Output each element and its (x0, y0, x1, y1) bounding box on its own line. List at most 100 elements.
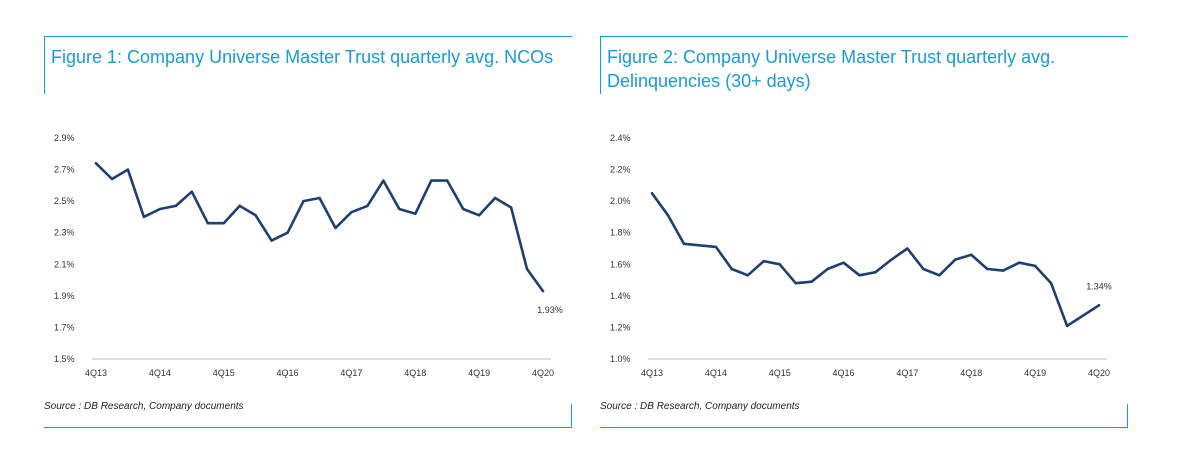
x-tick-label: 4Q17 (896, 368, 918, 378)
y-tick-label: 1.4% (610, 291, 631, 301)
data-point (174, 204, 178, 208)
data-point (890, 258, 893, 261)
x-tick-label: 4Q18 (404, 368, 426, 378)
figure-2-title: Figure 2: Company Universe Master Trust … (607, 47, 1056, 91)
data-point (477, 214, 481, 217)
data-point (986, 267, 989, 271)
data-point (430, 179, 433, 182)
data-point (1097, 304, 1101, 307)
y-tick-label: 1.5% (54, 354, 75, 364)
data-point (94, 162, 98, 165)
figure-1-source: Source : DB Research, Company documents (44, 401, 244, 412)
data-point (334, 226, 337, 230)
data-point (778, 263, 781, 266)
data-point (762, 259, 765, 263)
data-point (1049, 282, 1053, 285)
data-point (318, 196, 321, 200)
y-tick-label: 2.1% (54, 259, 75, 269)
data-point (509, 206, 513, 209)
data-point (222, 222, 225, 225)
data-label: 1.34% (1086, 281, 1112, 291)
figure-2-panel: Figure 2: Company Universe Master Trust … (600, 36, 1128, 428)
x-tick-label: 4Q16 (277, 368, 299, 378)
data-point (254, 214, 257, 217)
figure-2-line-chart: 1.0% 1.2% 1.4% 1.6% 1.8% 2.0% 2.2% 2.4% 4Q13 4Q14… (610, 133, 1112, 378)
x-tick-label: 4Q13 (641, 368, 663, 378)
data-point (286, 231, 289, 234)
data-point (110, 177, 114, 181)
y-tick-label: 1.7% (54, 322, 75, 332)
x-tick-label: 4Q19 (1024, 368, 1046, 378)
data-point (922, 267, 925, 271)
y-tick-label: 2.7% (54, 165, 75, 175)
data-point (1033, 264, 1037, 268)
data-point (730, 267, 734, 271)
panel-top-rule (44, 36, 572, 37)
data-point (142, 215, 146, 219)
y-tick-label: 2.2% (610, 165, 631, 175)
data-point (874, 270, 877, 274)
y-tick-label: 1.0% (610, 354, 631, 364)
data-point (938, 274, 941, 277)
data-point (190, 190, 193, 193)
data-point (954, 258, 957, 261)
figure-1-title: Figure 1: Company Universe Master Trust … (51, 47, 554, 67)
panel-left-rule (44, 36, 45, 94)
data-point (302, 199, 305, 203)
series-line (94, 161, 545, 293)
data-point (1002, 269, 1005, 272)
y-tick-label: 2.9% (54, 133, 75, 143)
data-point (382, 179, 385, 182)
data-point (1065, 324, 1069, 328)
data-point (842, 261, 845, 264)
data-point (1017, 261, 1021, 264)
data-label: 1.93% (537, 305, 563, 315)
x-tick-label: 4Q14 (705, 368, 727, 378)
y-tick-label: 1.2% (610, 322, 631, 332)
panel-bottom-rule (600, 427, 1128, 428)
data-point (158, 207, 162, 211)
x-tick-label: 4Q20 (1088, 368, 1110, 378)
data-point (858, 274, 861, 277)
figure-1-panel: Figure 1: Company Universe Master Trust … (44, 36, 572, 428)
data-point (650, 192, 654, 195)
data-point (350, 210, 353, 214)
data-point (206, 222, 209, 225)
series-line (650, 192, 1101, 328)
data-point (461, 207, 465, 211)
x-tick-label: 4Q18 (960, 368, 982, 378)
data-point (270, 239, 273, 242)
y-tick-label: 2.0% (610, 196, 631, 206)
data-point (810, 280, 813, 283)
x-tick-label: 4Q17 (340, 368, 362, 378)
y-tick-label: 1.8% (610, 228, 631, 238)
data-point (238, 204, 241, 208)
data-point (541, 289, 545, 293)
y-tick-label: 1.6% (610, 259, 631, 269)
data-point (666, 214, 670, 217)
data-point (414, 212, 417, 215)
y-tick-label: 1.9% (54, 291, 75, 301)
data-point (366, 204, 369, 208)
panel-top-rule (600, 36, 1128, 37)
data-point (525, 267, 529, 271)
x-tick-label: 4Q19 (468, 368, 490, 378)
data-point (126, 168, 130, 171)
y-tick-label: 2.4% (610, 133, 631, 143)
data-point (714, 245, 718, 249)
data-point (794, 282, 797, 285)
x-tick-label: 4Q15 (213, 368, 235, 378)
panel-left-rule (600, 36, 601, 94)
x-tick-label: 4Q16 (833, 368, 855, 378)
y-tick-label: 2.5% (54, 196, 75, 206)
data-point (746, 274, 749, 277)
x-tick-label: 4Q15 (769, 368, 791, 378)
data-point (906, 247, 909, 250)
data-point (446, 179, 449, 182)
y-tick-label: 2.3% (54, 228, 75, 238)
data-point (970, 253, 973, 257)
data-point (398, 207, 401, 211)
figure-1-line-chart: 1.5% 1.7% 1.9% 2.1% 2.3% 2.5% 2.7% 2.9% 4Q13 4Q14… (54, 133, 563, 378)
data-point (682, 242, 686, 245)
data-point (826, 267, 829, 271)
